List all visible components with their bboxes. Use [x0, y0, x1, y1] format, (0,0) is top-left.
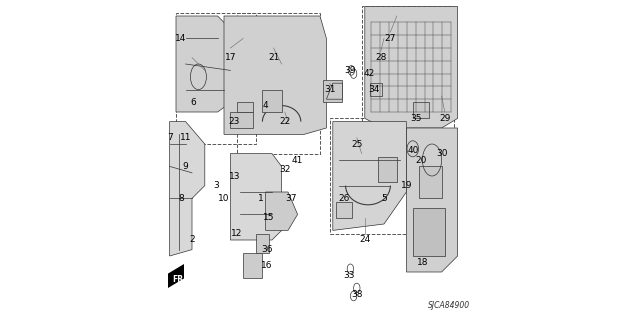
Text: 7: 7 — [167, 133, 172, 142]
Text: 34: 34 — [369, 85, 380, 94]
Polygon shape — [326, 83, 342, 99]
Polygon shape — [266, 192, 298, 230]
Bar — [243, 253, 262, 278]
Text: 26: 26 — [339, 194, 349, 203]
Text: 33: 33 — [343, 271, 355, 280]
Text: 12: 12 — [231, 229, 243, 238]
Bar — [413, 208, 445, 256]
Text: 28: 28 — [375, 53, 387, 62]
Polygon shape — [413, 102, 429, 118]
Bar — [230, 112, 253, 128]
Bar — [237, 102, 253, 112]
Polygon shape — [176, 16, 240, 112]
Text: 20: 20 — [415, 156, 426, 164]
Bar — [330, 118, 410, 234]
Text: 38: 38 — [351, 290, 362, 299]
Polygon shape — [365, 6, 458, 128]
Bar — [419, 166, 442, 198]
Polygon shape — [168, 264, 184, 288]
Text: 2: 2 — [189, 236, 195, 244]
Text: 29: 29 — [439, 114, 451, 123]
Bar — [370, 83, 383, 96]
Polygon shape — [170, 122, 205, 256]
Bar — [378, 157, 397, 182]
Text: 15: 15 — [263, 213, 275, 222]
Bar — [176, 13, 256, 144]
Text: 14: 14 — [175, 34, 186, 43]
Text: 24: 24 — [359, 236, 371, 244]
Text: 17: 17 — [225, 53, 236, 62]
Text: 22: 22 — [279, 117, 291, 126]
Text: 27: 27 — [385, 34, 396, 43]
Text: 13: 13 — [230, 172, 241, 180]
Text: 16: 16 — [262, 261, 273, 270]
Bar — [323, 80, 342, 102]
Text: 42: 42 — [364, 69, 375, 78]
Text: 39: 39 — [345, 66, 356, 75]
Text: 10: 10 — [218, 194, 230, 203]
Text: 30: 30 — [436, 149, 447, 158]
Text: 25: 25 — [351, 140, 362, 148]
Text: 9: 9 — [183, 162, 188, 171]
Text: SJCA84900: SJCA84900 — [428, 301, 470, 310]
Text: 4: 4 — [263, 101, 268, 110]
Text: 1: 1 — [258, 194, 264, 203]
Polygon shape — [333, 122, 406, 230]
Text: 23: 23 — [228, 117, 239, 126]
Text: 35: 35 — [410, 114, 422, 123]
Text: 6: 6 — [191, 98, 196, 107]
Text: 41: 41 — [292, 156, 303, 164]
Text: 11: 11 — [180, 133, 191, 142]
Text: FR.: FR. — [172, 276, 186, 284]
Polygon shape — [262, 90, 282, 112]
Text: 21: 21 — [268, 53, 279, 62]
Polygon shape — [406, 128, 458, 272]
Bar — [237, 13, 320, 154]
Text: 36: 36 — [262, 245, 273, 254]
Text: 5: 5 — [381, 194, 387, 203]
Text: 18: 18 — [417, 258, 428, 267]
Text: 8: 8 — [178, 194, 184, 203]
Bar — [256, 234, 269, 253]
Text: 31: 31 — [324, 85, 335, 94]
Bar — [362, 6, 454, 128]
Text: 19: 19 — [401, 181, 412, 190]
Text: 3: 3 — [213, 181, 219, 190]
Bar — [336, 202, 352, 218]
Polygon shape — [224, 16, 326, 134]
Text: 37: 37 — [285, 194, 297, 203]
Polygon shape — [230, 154, 282, 240]
Text: 32: 32 — [279, 165, 291, 174]
Text: 40: 40 — [407, 146, 419, 155]
